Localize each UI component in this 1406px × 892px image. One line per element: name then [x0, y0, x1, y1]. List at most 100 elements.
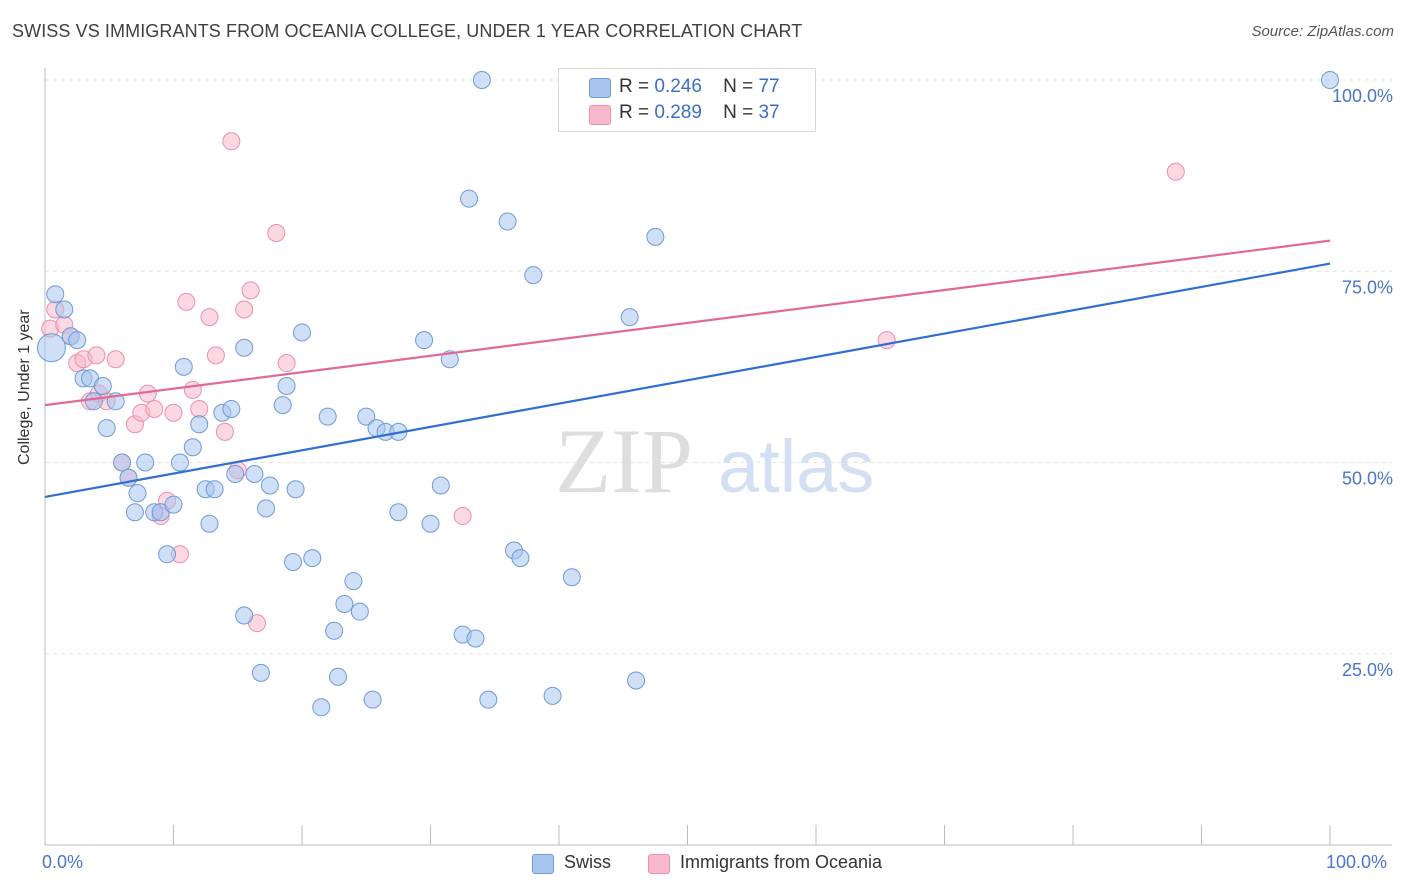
oceania-point	[241, 281, 260, 300]
correlation-legend: R = 0.246 N = 77 R = 0.289 N = 37	[558, 68, 816, 132]
swiss-point	[55, 300, 74, 319]
swiss-point	[68, 331, 87, 350]
oceania-point	[177, 292, 196, 311]
oceania-point	[235, 300, 254, 319]
swiss-point	[286, 480, 305, 499]
y-axis-label: College, Under 1 year	[16, 309, 33, 465]
swiss-point	[164, 495, 183, 514]
r-value: 0.289	[654, 102, 702, 123]
swiss-point	[170, 453, 189, 472]
swiss-point	[273, 396, 292, 415]
swiss-point	[363, 690, 382, 709]
swiss-point	[235, 338, 254, 357]
oceania-point	[215, 422, 234, 441]
bottom-legend-oceania: Immigrants from Oceania	[680, 852, 883, 872]
oceania-points	[41, 132, 1185, 633]
y-tick-label: 75.0%	[1342, 277, 1393, 297]
swiss-point	[125, 503, 144, 522]
n-label: N =	[723, 76, 754, 97]
swiss-point	[627, 671, 646, 690]
swiss-point	[511, 549, 530, 568]
oceania-point	[200, 308, 219, 327]
swiss-point	[200, 514, 219, 533]
swiss-point	[97, 419, 116, 438]
oceania-point	[183, 380, 202, 399]
swiss-point	[1321, 71, 1339, 89]
n-value: 37	[758, 102, 780, 123]
oceania-point	[267, 224, 286, 242]
x-tick-max: 100.0%	[1326, 852, 1388, 872]
swiss-point	[620, 308, 639, 327]
y-tick-label: 100.0%	[1332, 86, 1393, 106]
swiss-point	[46, 285, 65, 304]
swiss-point	[260, 476, 279, 495]
oceania-point	[277, 354, 296, 373]
swiss-point	[245, 464, 264, 483]
swiss-point	[303, 549, 322, 568]
swiss-point	[36, 333, 66, 363]
swiss-point	[93, 377, 112, 395]
legend-row-oceania: R = 0.289 N = 37	[619, 102, 780, 124]
r-label: R =	[619, 76, 650, 97]
swiss-point	[226, 464, 245, 483]
x-tick-min: 0.0%	[42, 852, 84, 872]
swiss-point	[113, 453, 132, 472]
oceania-point	[145, 399, 164, 418]
swiss-point	[312, 698, 331, 717]
swiss-point	[357, 407, 376, 426]
swiss-point	[460, 189, 479, 208]
y-tick-label: 50.0%	[1342, 469, 1393, 489]
swiss-point	[344, 572, 363, 591]
swiss-point	[389, 503, 408, 522]
swiss-point	[466, 629, 485, 648]
swiss-point	[562, 568, 581, 587]
chart-title: SWISS VS IMMIGRANTS FROM OCEANIA COLLEGE…	[12, 21, 803, 41]
swiss-points	[36, 71, 1339, 717]
swiss-point	[498, 212, 517, 231]
oceania-point	[87, 346, 106, 365]
oceania-point	[453, 507, 472, 526]
swiss-point	[84, 392, 103, 411]
swiss-point	[543, 686, 562, 705]
swiss-point	[431, 476, 450, 495]
watermark-zip: ZIP	[555, 410, 693, 512]
swiss-trend-line	[44, 262, 1331, 499]
n-value: 77	[758, 76, 780, 97]
r-value: 0.246	[654, 76, 702, 97]
swiss-point	[190, 415, 209, 434]
oceania-point	[206, 346, 225, 365]
swiss-point	[128, 484, 147, 503]
swiss-point	[421, 514, 440, 533]
oceania-point	[190, 399, 209, 418]
swiss-point	[524, 266, 543, 285]
grid-lines	[45, 79, 1392, 655]
bottom-legend-swiss: Swiss	[564, 852, 612, 872]
y-tick-label: 25.0%	[1342, 660, 1393, 680]
oceania-trend-line	[44, 239, 1331, 407]
swiss-point	[222, 399, 241, 418]
swiss-point	[646, 227, 665, 246]
legend-row-swiss: R = 0.246 N = 77	[619, 76, 780, 98]
oceania-point	[1166, 162, 1185, 181]
swiss-point	[335, 595, 354, 614]
y-tick-labels: 25.0% 50.0% 75.0% 100.0%	[1332, 86, 1393, 680]
oceania-point	[106, 350, 125, 369]
swiss-point	[328, 667, 347, 686]
swiss-swatch	[589, 78, 611, 98]
r-label: R =	[619, 102, 650, 123]
swiss-point	[174, 357, 193, 376]
swiss-point	[284, 552, 303, 571]
swiss-point	[472, 71, 491, 89]
swiss-point	[158, 545, 177, 564]
watermark-atlas: atlas	[718, 425, 874, 508]
swiss-point	[318, 407, 337, 426]
oceania-point	[222, 132, 241, 151]
swiss-point	[479, 690, 498, 709]
swiss-point	[277, 377, 296, 395]
bottom-legend-swiss-swatch	[532, 854, 554, 874]
axes	[44, 68, 1392, 846]
swiss-point	[251, 663, 270, 682]
swiss-point	[415, 331, 434, 350]
swiss-point	[293, 323, 311, 342]
